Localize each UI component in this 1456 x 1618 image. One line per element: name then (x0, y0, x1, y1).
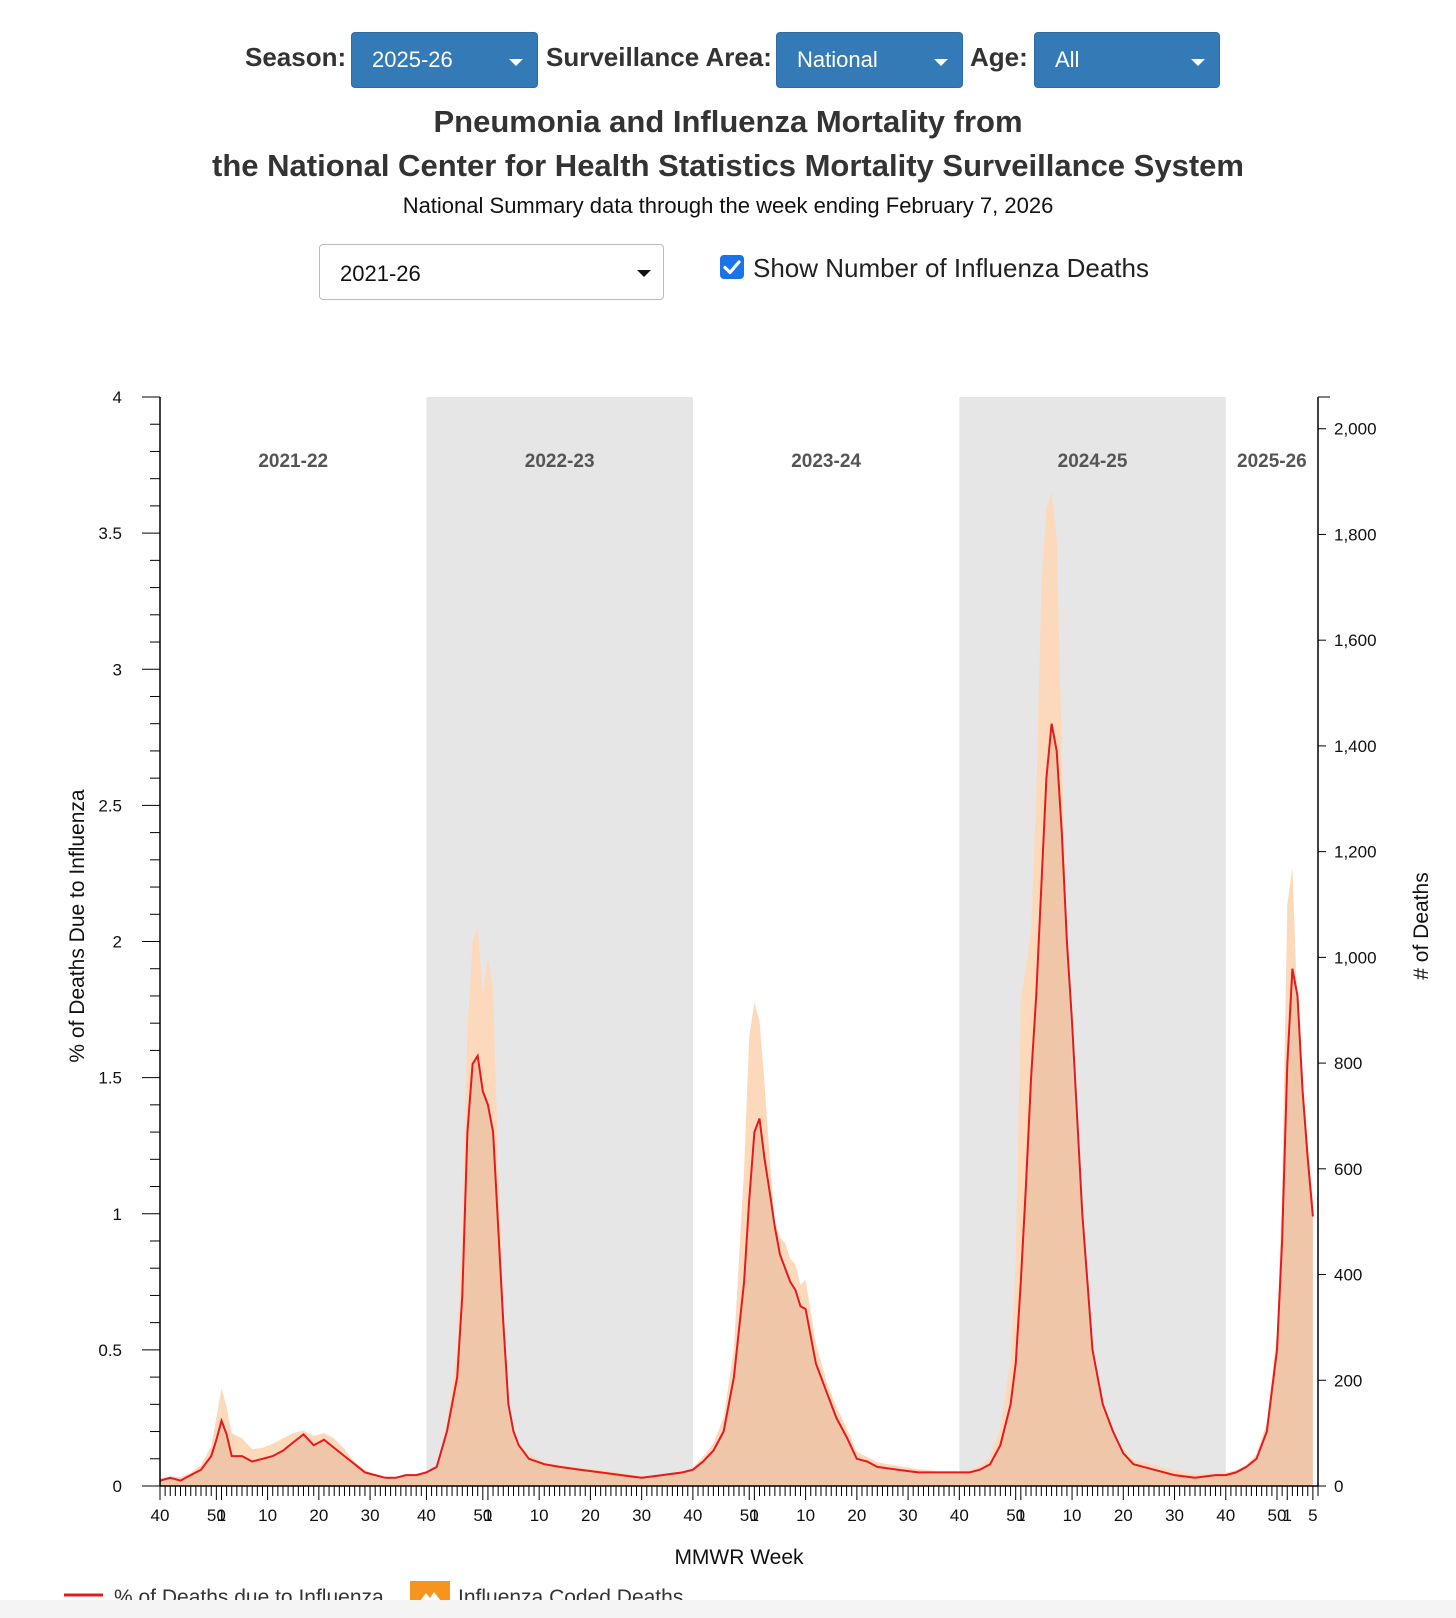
y2-tick-label: 800 (1334, 1054, 1362, 1073)
y2-tick-label: 1,400 (1334, 737, 1377, 756)
age-select[interactable]: All (1034, 32, 1220, 88)
x-tick-label: 40 (1216, 1506, 1235, 1525)
season-select-value: 2025-26 (372, 47, 453, 72)
season-label: 2025-26 (1237, 451, 1307, 472)
season-label: 2023-24 (791, 451, 861, 472)
season-labels: 2021-22 2022-23 2023-24 2024-25 2025-26 (258, 451, 1306, 472)
filter-bar: Season: 2025-26 Surveillance Area: Natio… (0, 32, 1456, 90)
y2-tick-label: 2,000 (1334, 420, 1377, 439)
x-tick-label: 50 (1268, 1506, 1287, 1525)
season-label: 2022-23 (525, 451, 595, 472)
chart-title-line-1: Pneumonia and Influenza Mortality from (433, 104, 1023, 139)
season-label: 2021-22 (258, 451, 328, 472)
chart-subtitle: National Summary data through the week e… (402, 193, 1054, 218)
y-tick-label: 1.5 (98, 1069, 122, 1088)
y-axis-right: 0 200 400 600 800 1,000 1,200 1,400 1,600 1,800 2,… (1317, 396, 1377, 1496)
y-axis-label: % of Deaths Due to Influenza (66, 789, 89, 1062)
x-tick-label: 5 (1308, 1506, 1317, 1525)
y-tick-label: 4 (113, 388, 122, 407)
x-tick-label: 1 (1283, 1506, 1292, 1525)
page-bottom-edge (0, 1600, 1456, 1618)
y2-tick-label: 1,800 (1334, 525, 1377, 544)
season-label: Season: (245, 42, 347, 72)
x-tick-label: 10 (1063, 1506, 1082, 1525)
x-axis: 40 501 10 20 30 40 501 10 20 30 40 501 10 20 30 40 501 10… (151, 1485, 1319, 1525)
x-tick-label: 30 (899, 1506, 918, 1525)
y2-tick-label: 200 (1334, 1371, 1362, 1390)
checkmark-icon (723, 260, 741, 275)
x-tick-label: 50 (207, 1506, 226, 1525)
y2-tick-label: 1,600 (1334, 631, 1377, 650)
season-select[interactable]: 2025-26 (351, 32, 538, 88)
surveillance-area-select[interactable]: National (776, 32, 963, 88)
area-chart-icon (420, 1592, 441, 1601)
y-tick-label: 3.5 (98, 524, 122, 543)
x-tick-label: 1 (483, 1506, 492, 1525)
age-label: Age: (970, 42, 1028, 72)
season-range-select[interactable]: 2021-26 (319, 244, 664, 300)
y-tick-label: 2 (113, 933, 122, 952)
x-tick-label: 50 (740, 1506, 759, 1525)
x-tick-label: 50 (473, 1506, 492, 1525)
y2-axis-label: # of Deaths (1410, 872, 1433, 979)
y2-tick-label: 1,200 (1334, 843, 1377, 862)
x-tick-label: 30 (632, 1506, 651, 1525)
show-deaths-checkbox[interactable] (720, 255, 744, 279)
y2-tick-label: 1,000 (1334, 948, 1377, 967)
y2-tick-label: 400 (1334, 1266, 1362, 1285)
x-tick-label: 20 (309, 1506, 328, 1525)
x-tick-label: 30 (361, 1506, 380, 1525)
percent-deaths-line (159, 723, 1314, 1482)
season-shade-band (959, 397, 1226, 1486)
surveillance-area-value: National (797, 47, 878, 72)
x-tick-label: 10 (258, 1506, 277, 1525)
x-tick-label: 20 (581, 1506, 600, 1525)
age-select-value: All (1055, 47, 1080, 72)
x-tick-label: 40 (417, 1506, 436, 1525)
x-tick-label: 10 (530, 1506, 549, 1525)
y2-tick-label: 600 (1334, 1160, 1362, 1179)
x-tick-label: 40 (151, 1506, 170, 1525)
season-range-value: 2021-26 (340, 261, 421, 286)
surveillance-area-label: Surveillance Area: (546, 42, 772, 72)
x-tick-label: 1 (1016, 1506, 1025, 1525)
season-label: 2024-25 (1058, 451, 1128, 472)
y-axis-left: 0 0.5 1 1.5 2 2.5 3 3.5 4 (98, 388, 161, 1496)
x-tick-label: 50 (1006, 1506, 1025, 1525)
x-tick-label: 1 (217, 1506, 226, 1525)
y-tick-label: 0.5 (98, 1341, 122, 1360)
x-tick-label: 40 (950, 1506, 969, 1525)
x-tick-label: 20 (847, 1506, 866, 1525)
x-tick-label: 40 (683, 1506, 702, 1525)
season-shading (426, 397, 1226, 1486)
y-tick-label: 1 (113, 1205, 122, 1224)
chevron-down-icon (509, 59, 523, 66)
y-tick-label: 0 (113, 1477, 122, 1496)
y-tick-label: 2.5 (98, 796, 122, 815)
chevron-down-icon (1191, 59, 1205, 66)
y2-tick-label: 0 (1334, 1477, 1343, 1496)
x-tick-label: 1 (750, 1506, 759, 1525)
x-tick-label: 10 (796, 1506, 815, 1525)
chevron-down-icon (637, 270, 651, 277)
x-axis-label: MMWR Week (674, 1546, 804, 1569)
y-tick-label: 3 (113, 660, 122, 679)
x-tick-label: 30 (1165, 1506, 1184, 1525)
show-deaths-label: Show Number of Influenza Deaths (753, 253, 1149, 283)
chart-title-line-2: the National Center for Health Statistic… (212, 148, 1244, 183)
chevron-down-icon (934, 59, 948, 66)
x-tick-label: 20 (1114, 1506, 1133, 1525)
influenza-deaths-area-overlap (160, 723, 1313, 1486)
